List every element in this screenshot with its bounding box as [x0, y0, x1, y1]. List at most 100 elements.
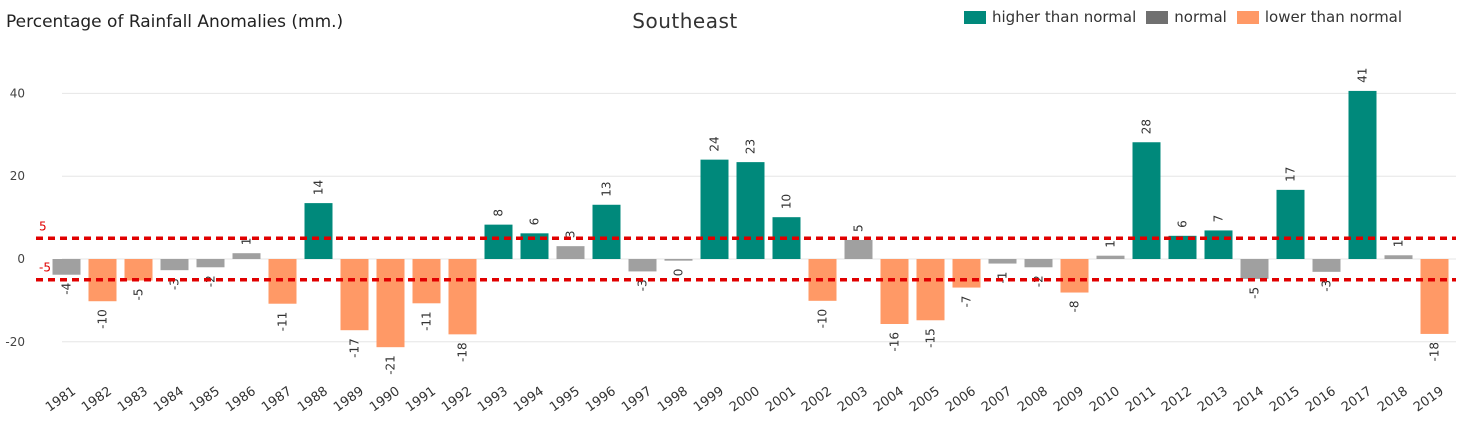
- data-label-2017: 41: [1356, 68, 1370, 83]
- legend-swatch-higher: [964, 10, 986, 24]
- x-tick-label-1989: 1989: [331, 384, 367, 415]
- x-tick-label-1992: 1992: [439, 384, 475, 415]
- data-label-1996: 13: [600, 181, 614, 196]
- y-axis-title: Percentage of Rainfall Anomalies (mm.): [6, 12, 344, 32]
- data-label-1989: -17: [348, 338, 362, 358]
- x-tick-label-1984: 1984: [151, 384, 187, 415]
- x-tick-label-2002: 2002: [799, 384, 835, 415]
- bar-2005: [916, 259, 945, 321]
- x-tick-label-2000: 2000: [727, 384, 763, 415]
- data-label-2003: 5: [852, 224, 866, 232]
- data-label-1982: -10: [96, 309, 110, 329]
- data-label-1992: -18: [456, 342, 470, 362]
- bar-2016: [1312, 259, 1341, 272]
- x-tick-label-1995: 1995: [547, 384, 583, 415]
- bar-2018: [1384, 255, 1413, 259]
- bar-1989: [340, 259, 369, 331]
- bar-2014: [1240, 259, 1269, 279]
- bar-2013: [1204, 230, 1233, 259]
- data-label-1994: 6: [528, 218, 542, 226]
- bar-2019: [1420, 259, 1449, 334]
- x-tick-label-2009: 2009: [1051, 384, 1087, 415]
- x-tick-label-1994: 1994: [511, 384, 547, 415]
- data-label-1984: -3: [168, 278, 182, 290]
- data-label-2004: -16: [888, 332, 902, 352]
- data-label-1999: 24: [708, 136, 722, 151]
- bar-1996: [592, 204, 621, 259]
- x-tick-label-2013: 2013: [1195, 384, 1231, 415]
- data-label-2001: 10: [780, 194, 794, 209]
- data-label-2014: -5: [1248, 287, 1262, 299]
- data-label-2012: 6: [1176, 220, 1190, 228]
- x-tick-label-2018: 2018: [1375, 384, 1411, 415]
- legend: higher than normal normal lower than nor…: [964, 8, 1402, 26]
- y-tick-label: 0: [17, 252, 25, 266]
- bar-2003: [844, 239, 873, 259]
- legend-label-higher: higher than normal: [992, 8, 1137, 26]
- data-label-2016: -3: [1320, 280, 1334, 292]
- x-tick-label-2010: 2010: [1087, 384, 1123, 415]
- data-label-2011: 28: [1140, 119, 1154, 134]
- x-tick-label-1991: 1991: [403, 384, 439, 415]
- data-label-1983: -5: [132, 289, 146, 301]
- chart-title: Southeast: [632, 9, 738, 33]
- x-tick-label-2006: 2006: [943, 384, 979, 415]
- legend-item-lower[interactable]: lower than normal: [1236, 8, 1402, 26]
- y-tick-label: 20: [10, 169, 25, 183]
- x-tick-label-2005: 2005: [907, 384, 943, 415]
- data-label-2009: -8: [1068, 301, 1082, 313]
- data-label-1997: -3: [636, 279, 650, 291]
- x-tick-label-2004: 2004: [871, 384, 907, 415]
- x-tick-label-2012: 2012: [1159, 384, 1195, 415]
- data-label-1981: -4: [60, 283, 74, 295]
- data-label-2018: 1: [1392, 240, 1406, 248]
- data-label-2013: 7: [1212, 215, 1226, 223]
- threshold-label--5: -5: [39, 261, 51, 275]
- x-tick-label-1986: 1986: [223, 384, 259, 415]
- bar-2006: [952, 259, 981, 288]
- bar-2011: [1132, 142, 1161, 259]
- data-label-1993: 8: [492, 209, 506, 217]
- x-tick-label-2003: 2003: [835, 384, 871, 415]
- bar-2000: [736, 162, 765, 259]
- data-label-1986: 1: [240, 238, 254, 246]
- data-label-2015: 17: [1284, 167, 1298, 182]
- data-label-2005: -15: [924, 328, 938, 348]
- legend-label-normal: normal: [1174, 8, 1227, 26]
- bar-1990: [376, 259, 405, 348]
- data-label-2010: 1: [1104, 240, 1118, 248]
- x-tick-label-2001: 2001: [763, 384, 799, 415]
- legend-item-higher[interactable]: higher than normal: [964, 8, 1136, 26]
- threshold-label-5: 5: [39, 219, 47, 233]
- bar-1983: [124, 259, 153, 281]
- x-tick-label-1998: 1998: [655, 384, 691, 415]
- x-tick-label-1996: 1996: [583, 384, 619, 415]
- y-tick-label: -20: [5, 335, 25, 349]
- data-label-1998: 0: [672, 269, 686, 277]
- data-label-1990: -21: [384, 355, 398, 375]
- bar-2015: [1276, 189, 1305, 259]
- x-tick-label-1981: 1981: [43, 384, 79, 415]
- bar-1992: [448, 259, 477, 335]
- data-label-2019: -18: [1428, 342, 1442, 362]
- x-tick-label-2017: 2017: [1339, 384, 1375, 415]
- legend-item-normal[interactable]: normal: [1146, 8, 1227, 26]
- x-tick-label-2019: 2019: [1411, 384, 1447, 415]
- bar-1986: [232, 253, 261, 259]
- bar-2017: [1348, 90, 1377, 259]
- x-tick-label-2015: 2015: [1267, 384, 1303, 415]
- x-tick-label-1985: 1985: [187, 384, 223, 415]
- legend-swatch-normal: [1146, 10, 1169, 24]
- data-label-1988: 14: [312, 180, 326, 195]
- legend-swatch-lower: [1236, 10, 1259, 24]
- x-tick-label-2016: 2016: [1303, 384, 1339, 415]
- bar-1988: [304, 203, 333, 259]
- x-tick-label-1990: 1990: [367, 384, 403, 415]
- bar-2007: [988, 259, 1017, 264]
- bar-1981: [52, 259, 81, 275]
- y-tick-label: 40: [10, 86, 25, 100]
- data-label-1995: 3: [564, 231, 578, 239]
- x-tick-label-1993: 1993: [475, 384, 511, 415]
- data-label-1991: -11: [420, 311, 434, 331]
